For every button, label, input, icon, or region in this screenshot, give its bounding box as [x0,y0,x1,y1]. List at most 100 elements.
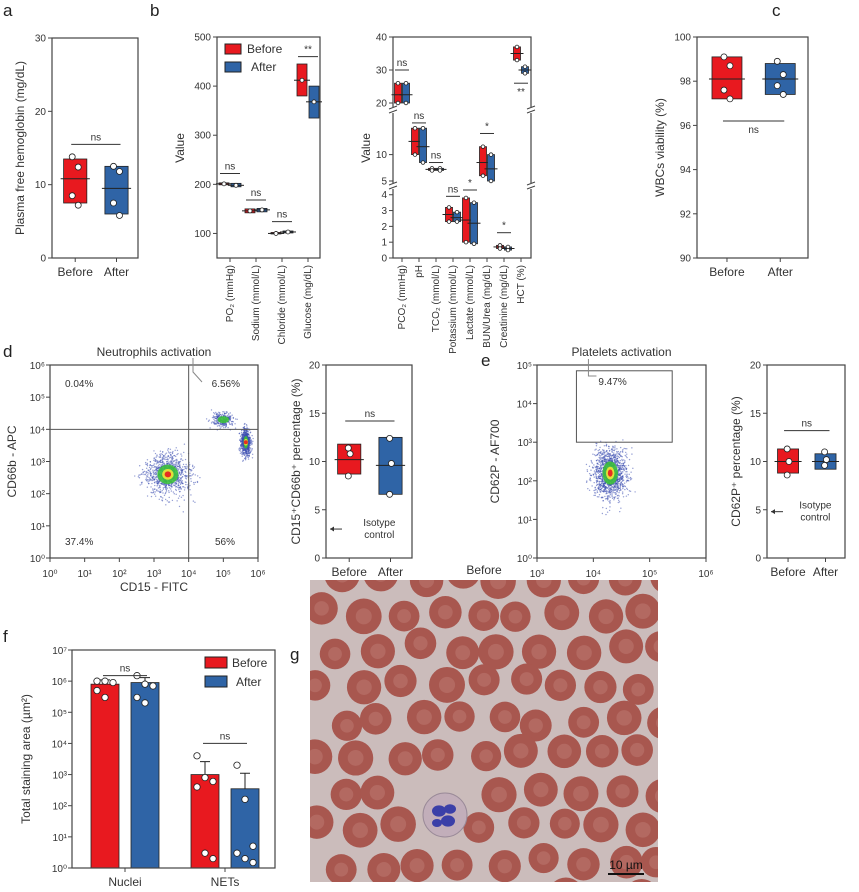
rbc-pallor [653,640,658,653]
scatter-dot [144,461,147,464]
scatter-dot [216,421,218,423]
scatter-dot [244,431,246,434]
scatter-dot [220,424,223,426]
data-point [201,849,209,857]
scatter-dot [592,453,594,455]
scatter-dot [592,473,594,475]
scatter-dot [225,425,228,427]
rbc-pallor [369,784,385,801]
significance-label: ns [277,210,288,221]
data-point [488,152,494,157]
scatter-dot [605,454,607,457]
rbc-pallor [393,673,408,689]
scatter-dot [172,491,175,493]
scatter-dot [156,455,158,457]
rbc-pallor [654,789,658,803]
isotype-label: Isotype [363,518,396,529]
scatter-dot [251,443,253,446]
scatter-dot [249,452,251,454]
rbc-pallor [508,609,523,624]
data-point [773,57,781,65]
scatter-dot [625,481,628,483]
data-point [221,181,227,187]
scatter-dot [146,463,148,466]
data-point [233,849,241,857]
scatter-dot [588,472,591,475]
scatter-dot [162,460,164,463]
rbc-pallor [531,643,547,660]
scatter-dot [609,492,612,494]
scatter-dot [618,468,620,470]
density-core [243,440,248,445]
scatter-dot [608,455,611,457]
y-axis-label: Plasma free hemoglobin (mg/dL) [13,61,27,235]
scatter-dot [150,478,152,481]
panel-label-f: f [3,627,8,646]
rbc-pallor [310,748,323,765]
scatter-dot [190,475,192,477]
data-point [386,490,394,498]
arrow-head-icon [330,526,334,532]
data-point [249,842,257,850]
rbc-pallor [376,862,392,877]
scatter-dot [194,481,197,484]
rbc-pallor [615,784,630,799]
y-tick-label: 0 [314,554,320,565]
scatter-dot [604,485,606,488]
scatter-dot [626,474,628,477]
scatter-dot [250,450,252,453]
rbc-pallor [409,858,425,874]
scatter-dot [598,460,600,462]
axis-break [389,183,397,189]
scatter-dot [166,460,168,463]
rbc-pallor [558,816,572,831]
scatter-dot [247,456,250,459]
scatter-dot [601,456,603,459]
scatter-dot [598,482,601,485]
scatter-dot [618,474,621,476]
y-tick-label: 300 [194,131,211,142]
significance-label: ns [120,664,131,675]
scatter-dot [220,413,222,416]
scatter-dot [216,412,218,415]
scatter-dot [598,467,600,470]
y-tick-label: 10³ [518,438,533,449]
scatter-dot [597,472,600,474]
scatter-dot [611,493,613,495]
scatter-dot [177,465,179,468]
scatter-dot [165,504,167,506]
x-category-label: BUN/Urea (mg/dL) [482,265,493,348]
scatter-dot [179,464,181,467]
scatter-dot [226,414,229,417]
data-point [311,99,317,105]
scatter-dot [163,458,166,460]
micrograph-image [310,580,658,882]
scatter-dot [597,449,599,452]
scatter-dot [231,424,234,426]
scatter-dot [155,474,157,476]
scatter-dot [141,468,144,471]
scatter-dot [162,451,164,453]
scatter-dot [606,484,609,486]
scatter-dot [616,451,618,454]
data-point [471,200,477,205]
scatter-dot [618,472,620,474]
scatter-dot [618,491,620,494]
y-tick-label: 10⁵ [52,708,67,719]
scatter-dot [155,476,158,478]
rbc-pallor [370,643,386,659]
scatter-dot [599,486,601,489]
scatter-dot [602,484,605,487]
scatter-dot [163,463,166,465]
rbc-pallor [352,822,368,839]
scatter-dot [603,463,605,465]
scatter-dot [595,477,598,480]
y-tick-label: 4 [381,190,387,201]
rbc-pallor [487,643,504,660]
legend-label-after: After [251,60,276,74]
scatter-dot [617,483,619,485]
scatter-dot [164,486,166,488]
scatter-dot [244,458,246,460]
scatter-dot [152,472,155,474]
data-point [454,219,460,224]
